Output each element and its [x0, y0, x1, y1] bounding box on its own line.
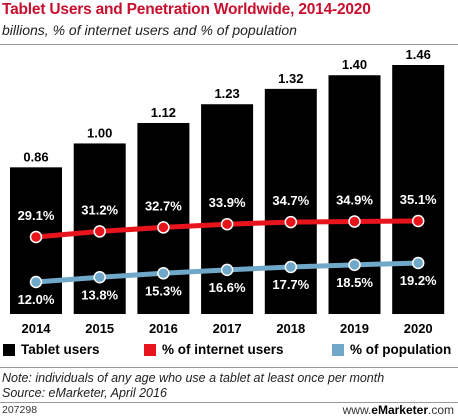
internet-users-point-2017 — [220, 217, 234, 231]
internet-users-point-2016 — [157, 221, 170, 234]
internet-users-label-2020: 35.1% — [400, 192, 437, 207]
legend-item-population: % of population — [332, 342, 451, 357]
x-tick-label-2014: 2014 — [22, 321, 52, 336]
internet-users-label-2018: 34.7% — [272, 193, 309, 208]
bar-value-label-2018: 1.32 — [278, 71, 303, 86]
population-label-2017: 16.6% — [209, 280, 246, 295]
population-point-2014 — [29, 275, 43, 289]
population-label-2018: 17.7% — [272, 277, 309, 292]
bar-value-label-2015: 1.00 — [87, 125, 112, 140]
population-label-2019: 18.5% — [336, 275, 373, 290]
note-text: Note: individuals of any age who use a t… — [2, 371, 385, 385]
population-point-2016 — [157, 267, 170, 280]
legend-item-internet-users: % of internet users — [144, 342, 284, 357]
internet-users-point-2014 — [29, 230, 43, 244]
x-tick-label-2018: 2018 — [276, 321, 305, 336]
bar-value-label-2020: 1.46 — [406, 47, 431, 62]
bar-value-label-2016: 1.12 — [151, 105, 176, 120]
chart-title: Tablet Users and Penetration Worldwide, … — [2, 1, 371, 18]
population-point-2020 — [411, 256, 425, 270]
legend-label-internet-users: % of internet users — [162, 342, 284, 357]
population-label-2014: 12.0% — [18, 292, 55, 307]
internet-users-point-2015 — [93, 225, 106, 238]
population-point-2019 — [348, 258, 361, 272]
brand-suffix: .com — [427, 403, 454, 417]
internet-users-label-2014: 29.1% — [18, 208, 55, 223]
x-tick-label-2015: 2015 — [85, 321, 114, 336]
population-label-2016: 15.3% — [145, 283, 182, 298]
population-point-2018 — [284, 260, 298, 274]
bar-2020 — [392, 65, 445, 314]
internet-users-label-2019: 34.9% — [336, 193, 373, 208]
bar-2019 — [328, 75, 381, 314]
internet-users-point-2020 — [411, 214, 425, 228]
legend-swatch-internet-users — [144, 343, 156, 356]
footer-divider — [0, 402, 458, 403]
population-point-2015 — [93, 271, 106, 284]
population-point-2017 — [220, 263, 234, 277]
bar-value-label-2017: 1.23 — [214, 86, 239, 101]
internet-users-label-2016: 32.7% — [145, 198, 182, 213]
population-label-2015: 13.8% — [81, 287, 118, 302]
top-divider — [0, 44, 458, 45]
source-text: Source: eMarketer, April 2016 — [2, 386, 167, 400]
legend-swatch-population — [332, 343, 344, 356]
internet-users-point-2019 — [348, 215, 361, 228]
x-tick-label-2019: 2019 — [340, 321, 369, 336]
chart-legend: Tablet users % of internet users % of po… — [0, 342, 458, 360]
x-tick-label-2016: 2016 — [149, 321, 178, 336]
bar-value-label-2014: 0.86 — [23, 149, 48, 164]
bar-2017 — [201, 104, 254, 314]
internet-users-point-2018 — [284, 215, 298, 229]
bar-2016 — [137, 122, 190, 314]
legend-swatch-tablet-users — [3, 343, 15, 356]
legend-item-tablet-users: Tablet users — [3, 342, 100, 357]
internet-users-label-2015: 31.2% — [81, 202, 118, 217]
chart-subtitle: billions, % of internet users and % of p… — [2, 22, 297, 38]
note-divider — [0, 367, 458, 368]
chart-note: Note: individuals of any age who use a t… — [2, 371, 384, 401]
x-tick-label-2017: 2017 — [213, 321, 242, 336]
brand-name: eMarketer — [371, 403, 428, 417]
legend-label-population: % of population — [350, 342, 452, 357]
bar-value-label-2019: 1.40 — [342, 57, 367, 72]
chart-plot: 0.86 2014 1.00 2015 1.12 2016 1.23 2017 1.32 2018… — [10, 47, 445, 336]
legend-label-tablet-users: Tablet users — [21, 342, 100, 357]
brand-link[interactable]: www.eMarketer.com — [343, 403, 454, 417]
internet-users-label-2017: 33.9% — [209, 195, 246, 210]
population-label-2020: 19.2% — [400, 273, 437, 288]
x-tick-label-2020: 2020 — [404, 321, 433, 336]
bar-2018 — [264, 88, 317, 314]
brand-prefix: www. — [342, 403, 372, 417]
chart-id: 207298 — [2, 404, 38, 416]
